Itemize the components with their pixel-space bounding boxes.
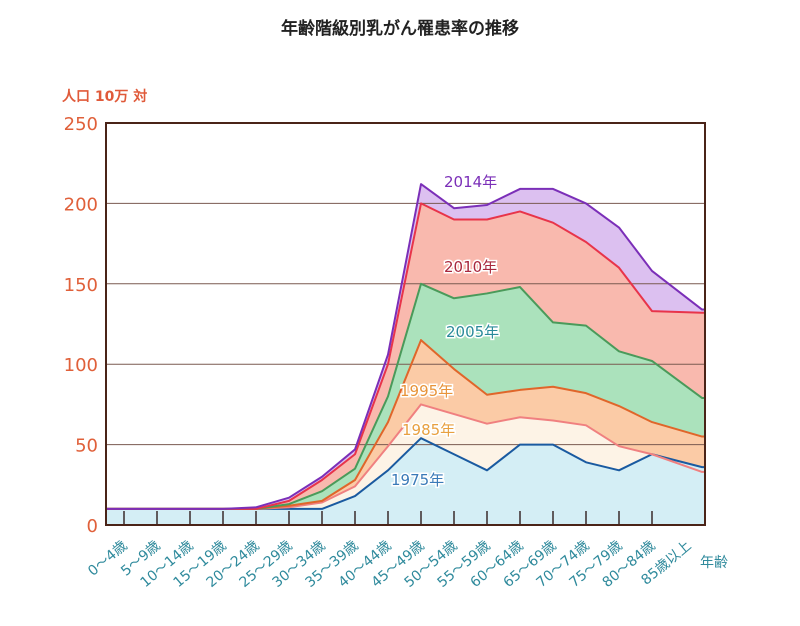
y-tick-label: 150 <box>64 275 98 296</box>
y-tick-label: 100 <box>64 355 98 376</box>
y-tick-label: 50 <box>75 436 98 457</box>
chart-title: 年齢階級別乳がん罹患率の推移 <box>281 19 519 39</box>
x-axis-label: 年齢 <box>700 555 728 571</box>
y-tick-label: 250 <box>64 114 98 135</box>
area-5 <box>106 438 705 525</box>
series-label: 1995年 <box>400 382 453 400</box>
series-label: 1975年 <box>391 471 444 489</box>
series-label: 2010年 <box>444 258 497 276</box>
plot-frame <box>105 122 706 526</box>
series-label: 2014年 <box>444 173 497 191</box>
series-label: 2005年 <box>446 323 499 341</box>
y-axis-label: 人口 10万 対 <box>62 89 148 105</box>
y-tick-label: 0 <box>87 516 98 537</box>
series-label: 1985年 <box>402 421 455 439</box>
y-tick-label: 200 <box>64 194 98 215</box>
series-line <box>106 183 705 510</box>
